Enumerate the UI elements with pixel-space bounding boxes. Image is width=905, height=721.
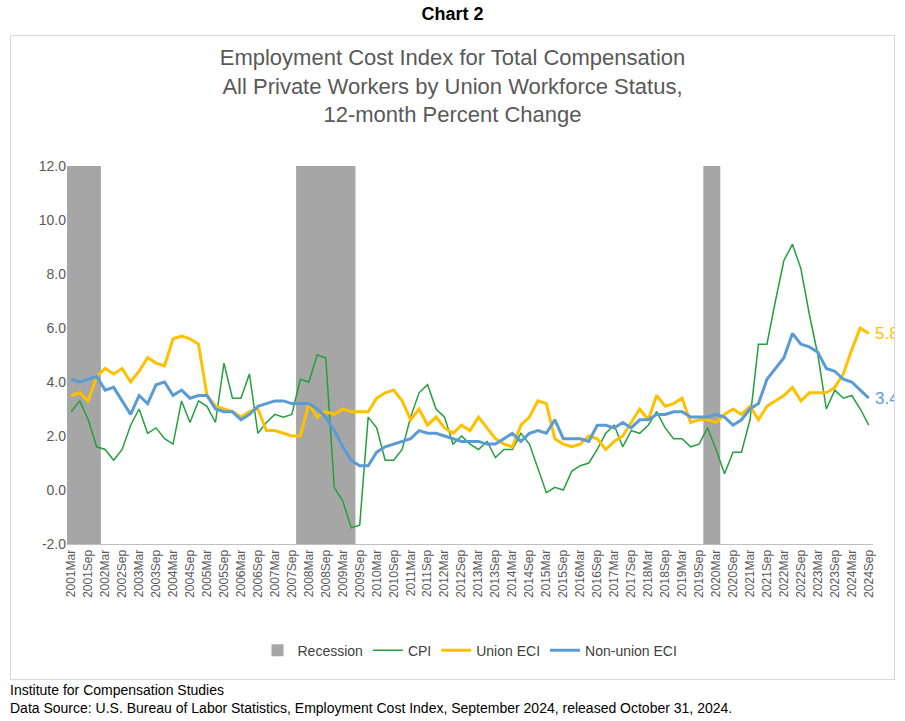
svg-text:2021Sep: 2021Sep (760, 549, 774, 597)
svg-text:2010Sep: 2010Sep (387, 549, 401, 597)
svg-text:2019Sep: 2019Sep (692, 549, 706, 597)
svg-text:0.0: 0.0 (47, 482, 67, 498)
svg-text:3.4: 3.4 (875, 389, 894, 408)
svg-text:2014Mar: 2014Mar (505, 550, 519, 597)
svg-text:2011Sep: 2011Sep (420, 549, 434, 596)
html-text:Data Source: U.S. Bureau of La: Data Source: U.S. Bureau of Labor Statis… (10, 700, 733, 716)
svg-text:6.0: 6.0 (47, 320, 67, 336)
svg-text:2012Sep: 2012Sep (454, 549, 468, 597)
svg-text:2001Mar: 2001Mar (64, 550, 78, 597)
svg-text:2004Mar: 2004Mar (166, 550, 180, 597)
svg-text:2023Mar: 2023Mar (811, 550, 825, 597)
svg-text:2007Sep: 2007Sep (285, 549, 299, 597)
svg-text:5.8: 5.8 (875, 324, 894, 343)
svg-text:2009Mar: 2009Mar (336, 550, 350, 597)
svg-text:2022Mar: 2022Mar (777, 550, 791, 597)
svg-text:Employment Cost Index for Tota: Employment Cost Index for Total Compensa… (220, 45, 686, 127)
svg-text:2024Mar: 2024Mar (845, 550, 859, 597)
svg-text:2018Sep: 2018Sep (658, 549, 672, 597)
svg-text:-2.0: -2.0 (42, 536, 66, 552)
svg-text:Union ECI: Union ECI (476, 643, 540, 659)
svg-text:2006Sep: 2006Sep (251, 549, 265, 597)
svg-text:CPI: CPI (408, 643, 431, 659)
svg-text:8.0: 8.0 (47, 266, 67, 282)
svg-text:2013Mar: 2013Mar (471, 550, 485, 597)
svg-text:2020Mar: 2020Mar (709, 550, 723, 597)
svg-text:2014Sep: 2014Sep (522, 549, 536, 597)
svg-text:2006Mar: 2006Mar (234, 550, 248, 597)
svg-text:2015Sep: 2015Sep (556, 549, 570, 597)
svg-text:2010Mar: 2010Mar (370, 550, 384, 597)
svg-text:2017Mar: 2017Mar (607, 550, 621, 597)
svg-text:2015Mar: 2015Mar (539, 550, 553, 597)
svg-text:2002Sep: 2002Sep (115, 549, 129, 597)
svg-text:2024Sep: 2024Sep (862, 549, 876, 597)
svg-text:2016Mar: 2016Mar (573, 550, 587, 597)
svg-text:10.0: 10.0 (39, 212, 66, 228)
svg-text:2003Mar: 2003Mar (132, 550, 146, 597)
svg-text:Non-union ECI: Non-union ECI (585, 643, 677, 659)
svg-text:12.0: 12.0 (39, 158, 66, 174)
svg-text:2022Sep: 2022Sep (794, 549, 808, 597)
svg-text:2017Sep: 2017Sep (624, 549, 638, 597)
svg-text:2005Sep: 2005Sep (217, 549, 231, 597)
svg-text:2007Mar: 2007Mar (268, 550, 282, 597)
svg-text:2002Mar: 2002Mar (98, 550, 112, 597)
svg-text:2011Mar: 2011Mar (404, 550, 418, 596)
svg-text:2018Mar: 2018Mar (641, 550, 655, 597)
svg-text:2021Mar: 2021Mar (743, 550, 757, 597)
svg-text:4.0: 4.0 (47, 374, 67, 390)
svg-text:2020Sep: 2020Sep (726, 549, 740, 597)
svg-text:2009Sep: 2009Sep (353, 549, 367, 597)
svg-text:2019Mar: 2019Mar (675, 550, 689, 597)
svg-text:2016Sep: 2016Sep (590, 549, 604, 597)
svg-text:2005Mar: 2005Mar (200, 550, 214, 597)
svg-text:2008Sep: 2008Sep (319, 549, 333, 597)
svg-text:2008Mar: 2008Mar (302, 550, 316, 597)
svg-text:2012Mar: 2012Mar (437, 550, 451, 597)
svg-text:2013Sep: 2013Sep (488, 549, 502, 597)
svg-text:Recession: Recession (298, 643, 363, 659)
svg-text:2003Sep: 2003Sep (149, 549, 163, 597)
svg-text:2023Sep: 2023Sep (828, 549, 842, 597)
html-text:Chart 2: Chart 2 (421, 4, 484, 24)
svg-text:2001Sep: 2001Sep (81, 549, 95, 597)
svg-text:2.0: 2.0 (47, 428, 67, 444)
svg-text:2004Sep: 2004Sep (183, 549, 197, 597)
html-text:Institute for Compensation Stu: Institute for Compensation Studies (10, 682, 224, 698)
